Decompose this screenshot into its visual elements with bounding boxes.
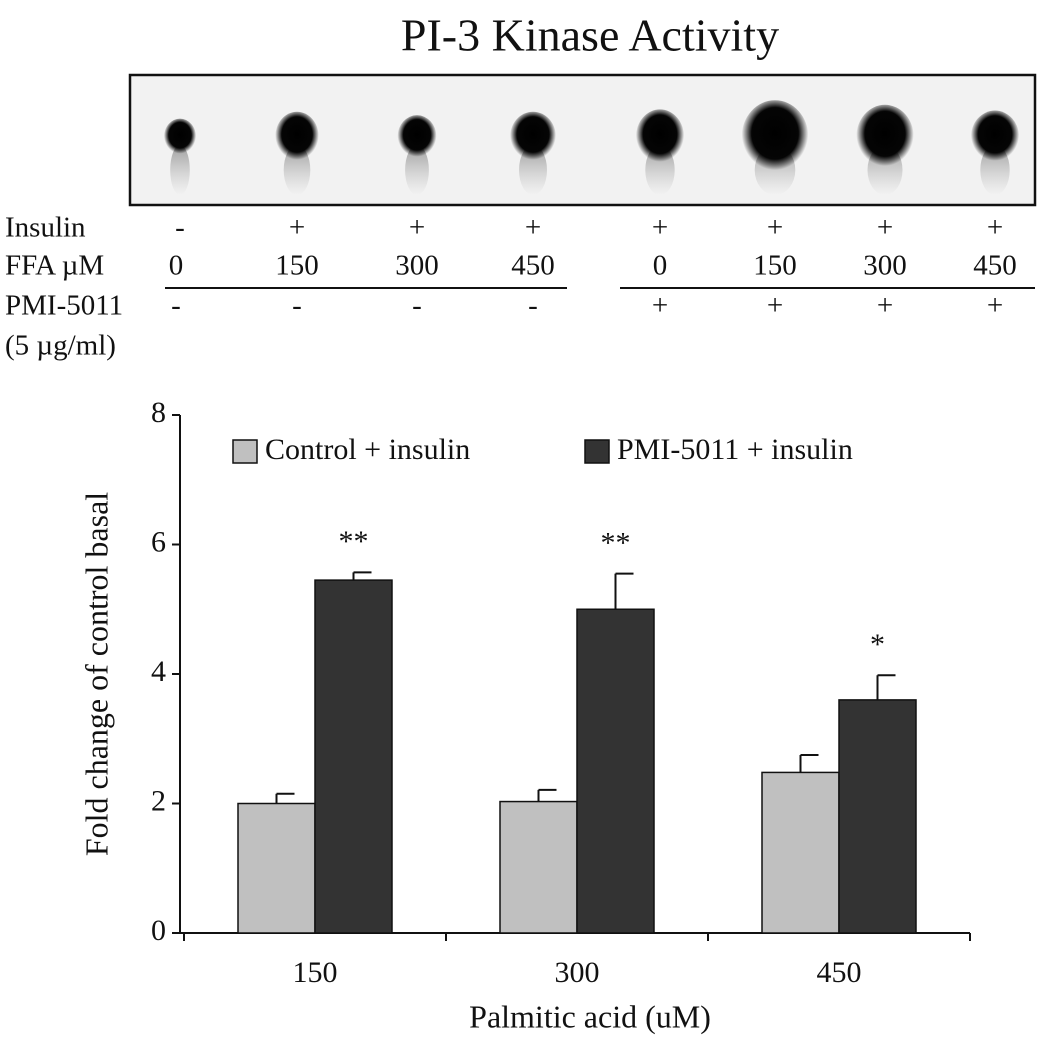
blot-spot [635,109,685,165]
row-label: PMI-5011 [5,290,123,322]
row-label: Insulin [5,212,86,244]
significance-label: ** [601,527,631,560]
bar [576,608,655,934]
lane-label: 0 [653,250,668,282]
legend-label: PMI-5011 + insulin [617,433,853,466]
lane-label: + [767,290,783,322]
y-tick-label: 4 [151,655,166,688]
lane-label: + [289,212,305,244]
blot-spot [510,111,556,163]
y-axis-label: Fold change of control basal [78,492,114,856]
blot-spot [397,115,437,159]
lane-labels: Insulin - + + + + + + + FFA µM 0 150 300 450 0 150 300 45… [5,212,1017,362]
blot-spot [275,111,319,163]
bar [499,800,578,934]
y-tick-label: 2 [151,784,166,817]
y-tick-label: 8 [151,396,166,429]
lane-label: 150 [753,250,797,282]
error-bar [537,788,557,802]
significance-label: ** [339,525,369,558]
lane-label: 300 [395,250,439,282]
x-axis-label: Palmitic acid (uM) [469,998,711,1034]
error-bar [352,571,372,581]
error-bar [275,792,295,804]
blot-spot [163,118,197,156]
blot-title: PI-3 Kinase Activity [401,10,779,61]
lane-label: + [877,212,893,244]
y-tick-label: 6 [151,525,166,558]
blot-smear [170,145,190,195]
lane-label: + [652,290,668,322]
lane-label: + [877,290,893,322]
lane-label: - [171,290,181,322]
legend-swatch [232,439,258,464]
lane-label: + [987,290,1003,322]
y-tick-label: 0 [151,914,166,947]
bar-chart: 0 2 4 6 8 150 ** 300 ** 450 * Control + insulin PMI-… [78,396,971,1034]
lane-label: + [987,212,1003,244]
lane-label: + [767,212,783,244]
blot-spots [163,100,1020,195]
legend-label: Control + insulin [265,433,470,466]
row-sublabel: (5 µg/ml) [5,330,116,362]
blot-spot [856,104,914,170]
blot-spot [741,100,809,174]
legend-swatch [584,439,610,464]
blot-spot [970,110,1020,164]
lane-label: - [175,212,185,244]
lane-label: + [525,212,541,244]
bar [314,579,393,934]
row-label: FFA µM [5,250,104,282]
lane-label: 450 [511,250,555,282]
lane-label: 450 [973,250,1017,282]
lane-label: - [528,290,538,322]
lane-label: - [292,290,302,322]
x-tick-label: 150 [293,956,338,989]
lane-label: 300 [863,250,907,282]
significance-label: * [870,628,885,661]
bar [237,802,316,934]
x-tick-label: 450 [817,956,862,989]
error-bar [799,753,819,773]
lane-label: + [409,212,425,244]
error-bar [614,572,634,610]
lane-label: 0 [169,250,184,282]
error-bar [876,674,896,700]
bar [761,771,840,934]
lane-label: 150 [275,250,319,282]
lane-label: - [412,290,422,322]
bar [838,699,917,934]
lane-label: + [652,212,668,244]
x-tick-label: 300 [555,956,600,989]
